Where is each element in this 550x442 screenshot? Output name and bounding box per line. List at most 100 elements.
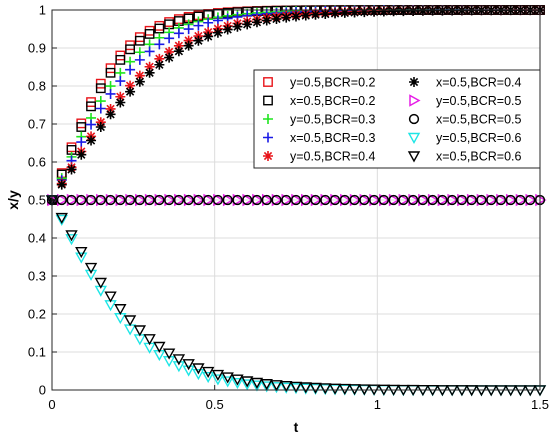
legend-marker xyxy=(409,77,419,87)
y-axis-ticks: 0 0.1 0.2 0.3 0.4 0.5 0.6 0.7 0.8 0.9 1 xyxy=(28,3,57,398)
data-point xyxy=(289,381,303,393)
data-point xyxy=(300,194,311,206)
data-point xyxy=(172,361,186,373)
data-point xyxy=(388,6,399,17)
data-point xyxy=(378,194,389,206)
data-point xyxy=(55,212,68,225)
data-point xyxy=(242,194,253,206)
legend-label: y=0.5,BCR=0.6 xyxy=(436,131,522,145)
legend-marker xyxy=(408,113,420,125)
legend-marker xyxy=(263,151,273,161)
data-point xyxy=(417,5,428,16)
data-point xyxy=(86,101,96,112)
data-point xyxy=(84,262,98,275)
data-point xyxy=(55,214,68,227)
data-point xyxy=(437,194,448,206)
data-point xyxy=(56,194,67,206)
y-tick-label: 0.9 xyxy=(28,41,46,56)
data-point xyxy=(211,374,225,386)
data-point xyxy=(192,363,205,375)
data-point xyxy=(133,325,147,337)
data-point xyxy=(153,341,166,353)
data-point xyxy=(261,194,272,206)
data-point xyxy=(183,24,194,35)
data-point xyxy=(310,194,321,206)
data-point xyxy=(143,334,156,346)
data-point xyxy=(309,382,322,394)
data-point xyxy=(76,194,87,206)
data-point xyxy=(163,194,175,206)
data-point xyxy=(368,194,380,206)
data-point xyxy=(212,194,224,206)
data-point xyxy=(201,371,215,384)
legend: y=0.5,BCR=0.2 x=0.5,BCR=0.2 y=0.5,BCR=0.3 x… xyxy=(253,69,541,169)
data-point xyxy=(203,17,214,28)
data-point xyxy=(95,103,106,114)
data-point xyxy=(173,40,184,51)
data-point xyxy=(260,381,273,393)
legend-box xyxy=(253,69,541,169)
data-point xyxy=(329,194,341,206)
data-point xyxy=(85,194,97,206)
data-point xyxy=(124,194,136,206)
data-point xyxy=(84,269,98,281)
data-point xyxy=(271,194,282,206)
data-point xyxy=(182,365,195,377)
data-point xyxy=(232,194,243,206)
data-point xyxy=(203,194,214,206)
data-point xyxy=(105,109,116,120)
data-point xyxy=(95,121,106,132)
data-point xyxy=(134,76,145,87)
data-point xyxy=(154,53,165,64)
legend-marker xyxy=(263,132,273,143)
data-point xyxy=(114,304,127,316)
data-point xyxy=(515,194,526,206)
x-tick-label: 1.5 xyxy=(531,397,549,412)
data-point xyxy=(525,194,536,206)
data-point xyxy=(330,8,341,19)
data-point xyxy=(144,194,155,206)
y-tick-label: 0.5 xyxy=(28,193,46,208)
data-point xyxy=(162,348,176,360)
data-point xyxy=(154,39,165,50)
data-point xyxy=(193,35,204,46)
data-point xyxy=(75,246,88,259)
data-point xyxy=(105,88,116,99)
data-point xyxy=(212,27,223,38)
y-tick-label: 0.4 xyxy=(28,231,46,246)
data-point xyxy=(408,5,419,16)
data-point xyxy=(231,374,244,386)
data-point xyxy=(115,194,126,206)
data-point xyxy=(359,7,370,18)
data-point xyxy=(75,252,88,264)
data-point xyxy=(134,194,145,206)
data-point xyxy=(359,194,370,206)
data-point xyxy=(271,13,282,24)
data-point xyxy=(338,383,351,396)
legend-label: x=0.5,BCR=0.4 xyxy=(436,76,522,90)
data-point xyxy=(378,6,389,17)
data-point xyxy=(144,67,155,78)
data-point xyxy=(398,6,409,17)
data-point xyxy=(104,291,117,303)
legend-label: x=0.5,BCR=0.2 xyxy=(290,94,376,108)
data-point xyxy=(193,20,204,31)
data-point xyxy=(172,354,186,366)
data-point xyxy=(125,64,136,75)
data-point xyxy=(427,194,438,206)
data-point xyxy=(86,119,97,130)
data-point xyxy=(76,149,87,160)
legend-label: y=0.5,BCR=0.2 xyxy=(290,76,376,90)
data-point xyxy=(222,24,233,35)
data-point xyxy=(232,21,243,32)
data-point xyxy=(270,380,283,392)
data-point xyxy=(407,194,419,206)
data-point xyxy=(125,80,136,91)
data-point xyxy=(339,194,350,206)
data-point xyxy=(281,194,292,206)
y-axis-title: x/y xyxy=(5,190,21,210)
data-point xyxy=(447,194,458,206)
data-point xyxy=(221,376,234,388)
data-point xyxy=(291,11,301,22)
